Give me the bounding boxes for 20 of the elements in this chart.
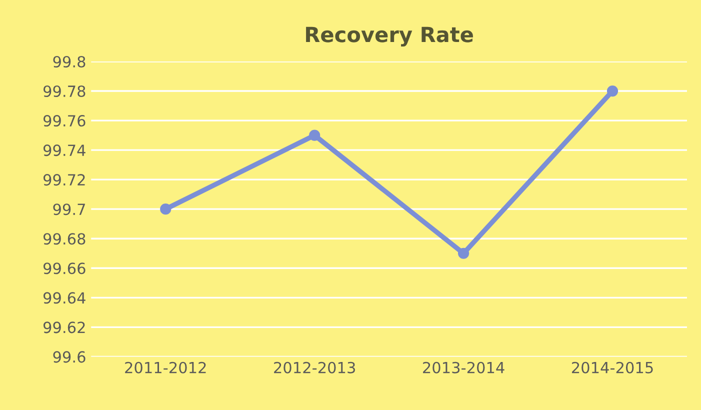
- y-tick-label: 99.6: [53, 351, 86, 363]
- point: [606, 85, 618, 97]
- y-tick-label: 99.72: [43, 174, 85, 186]
- y-tick-label: 99.74: [43, 144, 86, 156]
- chart-title: Recovery Rate: [306, 26, 473, 47]
- x-tick-label: 2013-2014: [423, 362, 504, 374]
- point: [458, 248, 470, 259]
- y-tick-label: 99.62: [43, 322, 85, 334]
- y-tick-label: 99.76: [43, 115, 86, 127]
- y-tick-label: 99.78: [43, 85, 86, 98]
- y-tick-label: 99.68: [43, 233, 86, 245]
- y-tick-label: 99.66: [43, 262, 86, 274]
- point: [309, 130, 320, 141]
- y-tick-label: 99.7: [53, 204, 85, 216]
- y-tick-label: 99.64: [43, 292, 86, 304]
- point: [160, 204, 172, 215]
- x-tick-label: 2014-2015: [572, 362, 653, 374]
- y-tick-label: 99.8: [53, 56, 86, 68]
- x-tick-label: 2011-2012: [125, 362, 206, 374]
- x-tick-label: 2012-2013: [274, 362, 355, 374]
